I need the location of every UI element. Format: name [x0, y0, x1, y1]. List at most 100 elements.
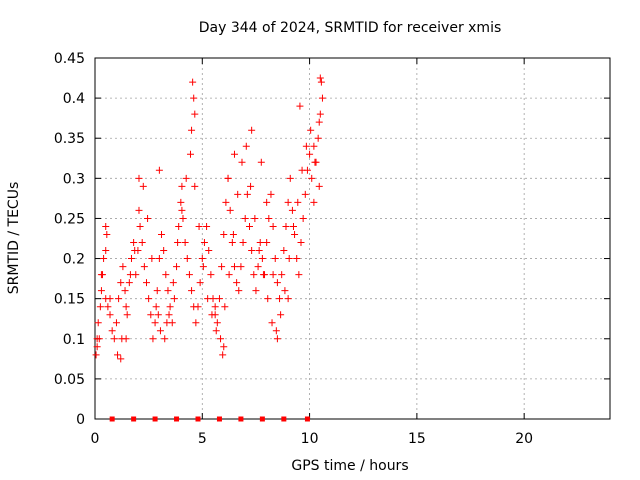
data-point — [213, 319, 221, 327]
data-point — [316, 110, 324, 118]
data-point — [177, 198, 185, 206]
data-point — [293, 255, 301, 263]
data-point — [219, 351, 227, 359]
data-point — [203, 222, 211, 230]
data-point — [225, 271, 233, 279]
x-tick-label: 15 — [408, 431, 426, 447]
data-point — [195, 222, 203, 230]
data-point — [198, 255, 206, 263]
data-point — [252, 287, 260, 295]
data-point — [175, 222, 183, 230]
data-point — [220, 343, 228, 351]
data-point — [222, 198, 230, 206]
data-point — [149, 335, 157, 343]
data-point — [115, 295, 123, 303]
x-tick-label: 0 — [91, 431, 100, 447]
data-point — [238, 158, 246, 166]
data-point — [155, 255, 163, 263]
data-point — [307, 126, 315, 134]
data-point — [186, 150, 194, 158]
data-point — [218, 263, 226, 271]
data-point — [178, 182, 186, 190]
data-point — [282, 222, 290, 230]
data-point — [273, 335, 281, 343]
data-point — [284, 295, 292, 303]
y-tick-label: 0.15 — [54, 292, 85, 308]
data-point — [241, 214, 249, 222]
data-point — [164, 287, 172, 295]
y-tick-label: 0.2 — [63, 252, 85, 268]
data-point — [127, 255, 135, 263]
data-point — [136, 222, 144, 230]
data-point — [301, 190, 309, 198]
data-point — [215, 295, 223, 303]
data-point — [104, 303, 112, 311]
data-point — [264, 295, 272, 303]
data-point — [317, 78, 325, 86]
data-point — [217, 335, 225, 343]
zero-point — [238, 416, 244, 422]
data-point — [173, 263, 181, 271]
data-point — [299, 214, 307, 222]
data-point — [306, 150, 314, 158]
data-point — [310, 142, 318, 150]
data-point — [242, 142, 250, 150]
y-tick-label: 0.4 — [63, 91, 85, 107]
zero-point — [216, 416, 222, 422]
zero-point — [174, 416, 180, 422]
data-point — [166, 303, 174, 311]
zero-point — [131, 416, 137, 422]
data-point — [311, 158, 319, 166]
data-point — [230, 150, 238, 158]
data-point — [182, 174, 190, 182]
data-point — [255, 247, 263, 255]
data-point — [140, 263, 148, 271]
data-point — [179, 214, 187, 222]
data-point — [102, 247, 110, 255]
data-point — [123, 311, 131, 319]
y-tick-label: 0.45 — [54, 51, 85, 67]
data-point — [192, 319, 200, 327]
data-point — [237, 263, 245, 271]
data-point — [147, 311, 155, 319]
data-point — [267, 190, 275, 198]
data-point — [269, 271, 277, 279]
zero-point — [304, 416, 310, 422]
data-point — [248, 247, 256, 255]
data-point — [196, 279, 204, 287]
data-point — [106, 311, 114, 319]
data-point — [302, 142, 310, 150]
data-point — [221, 303, 229, 311]
data-point — [125, 279, 133, 287]
data-point — [247, 182, 255, 190]
data-point — [248, 126, 256, 134]
data-point — [185, 271, 193, 279]
y-tick-label: 0 — [76, 412, 85, 428]
data-point — [188, 126, 196, 134]
data-point — [212, 327, 220, 335]
data-point — [96, 303, 104, 311]
data-point — [122, 335, 130, 343]
data-point — [263, 198, 271, 206]
data-point — [188, 287, 196, 295]
data-point — [251, 214, 259, 222]
data-point — [194, 303, 202, 311]
data-point — [161, 335, 169, 343]
data-point — [256, 239, 264, 247]
data-point — [148, 255, 156, 263]
data-point — [315, 118, 323, 126]
data-point — [259, 271, 267, 279]
data-point — [160, 247, 168, 255]
zero-point — [281, 416, 287, 422]
data-point — [269, 222, 277, 230]
data-point — [155, 166, 163, 174]
data-point — [235, 287, 243, 295]
data-point — [162, 271, 170, 279]
data-point — [229, 230, 237, 238]
data-point — [189, 78, 197, 86]
zero-point — [259, 416, 265, 422]
data-point — [291, 230, 299, 238]
data-point — [170, 295, 178, 303]
y-tick-label: 0.05 — [54, 372, 85, 388]
